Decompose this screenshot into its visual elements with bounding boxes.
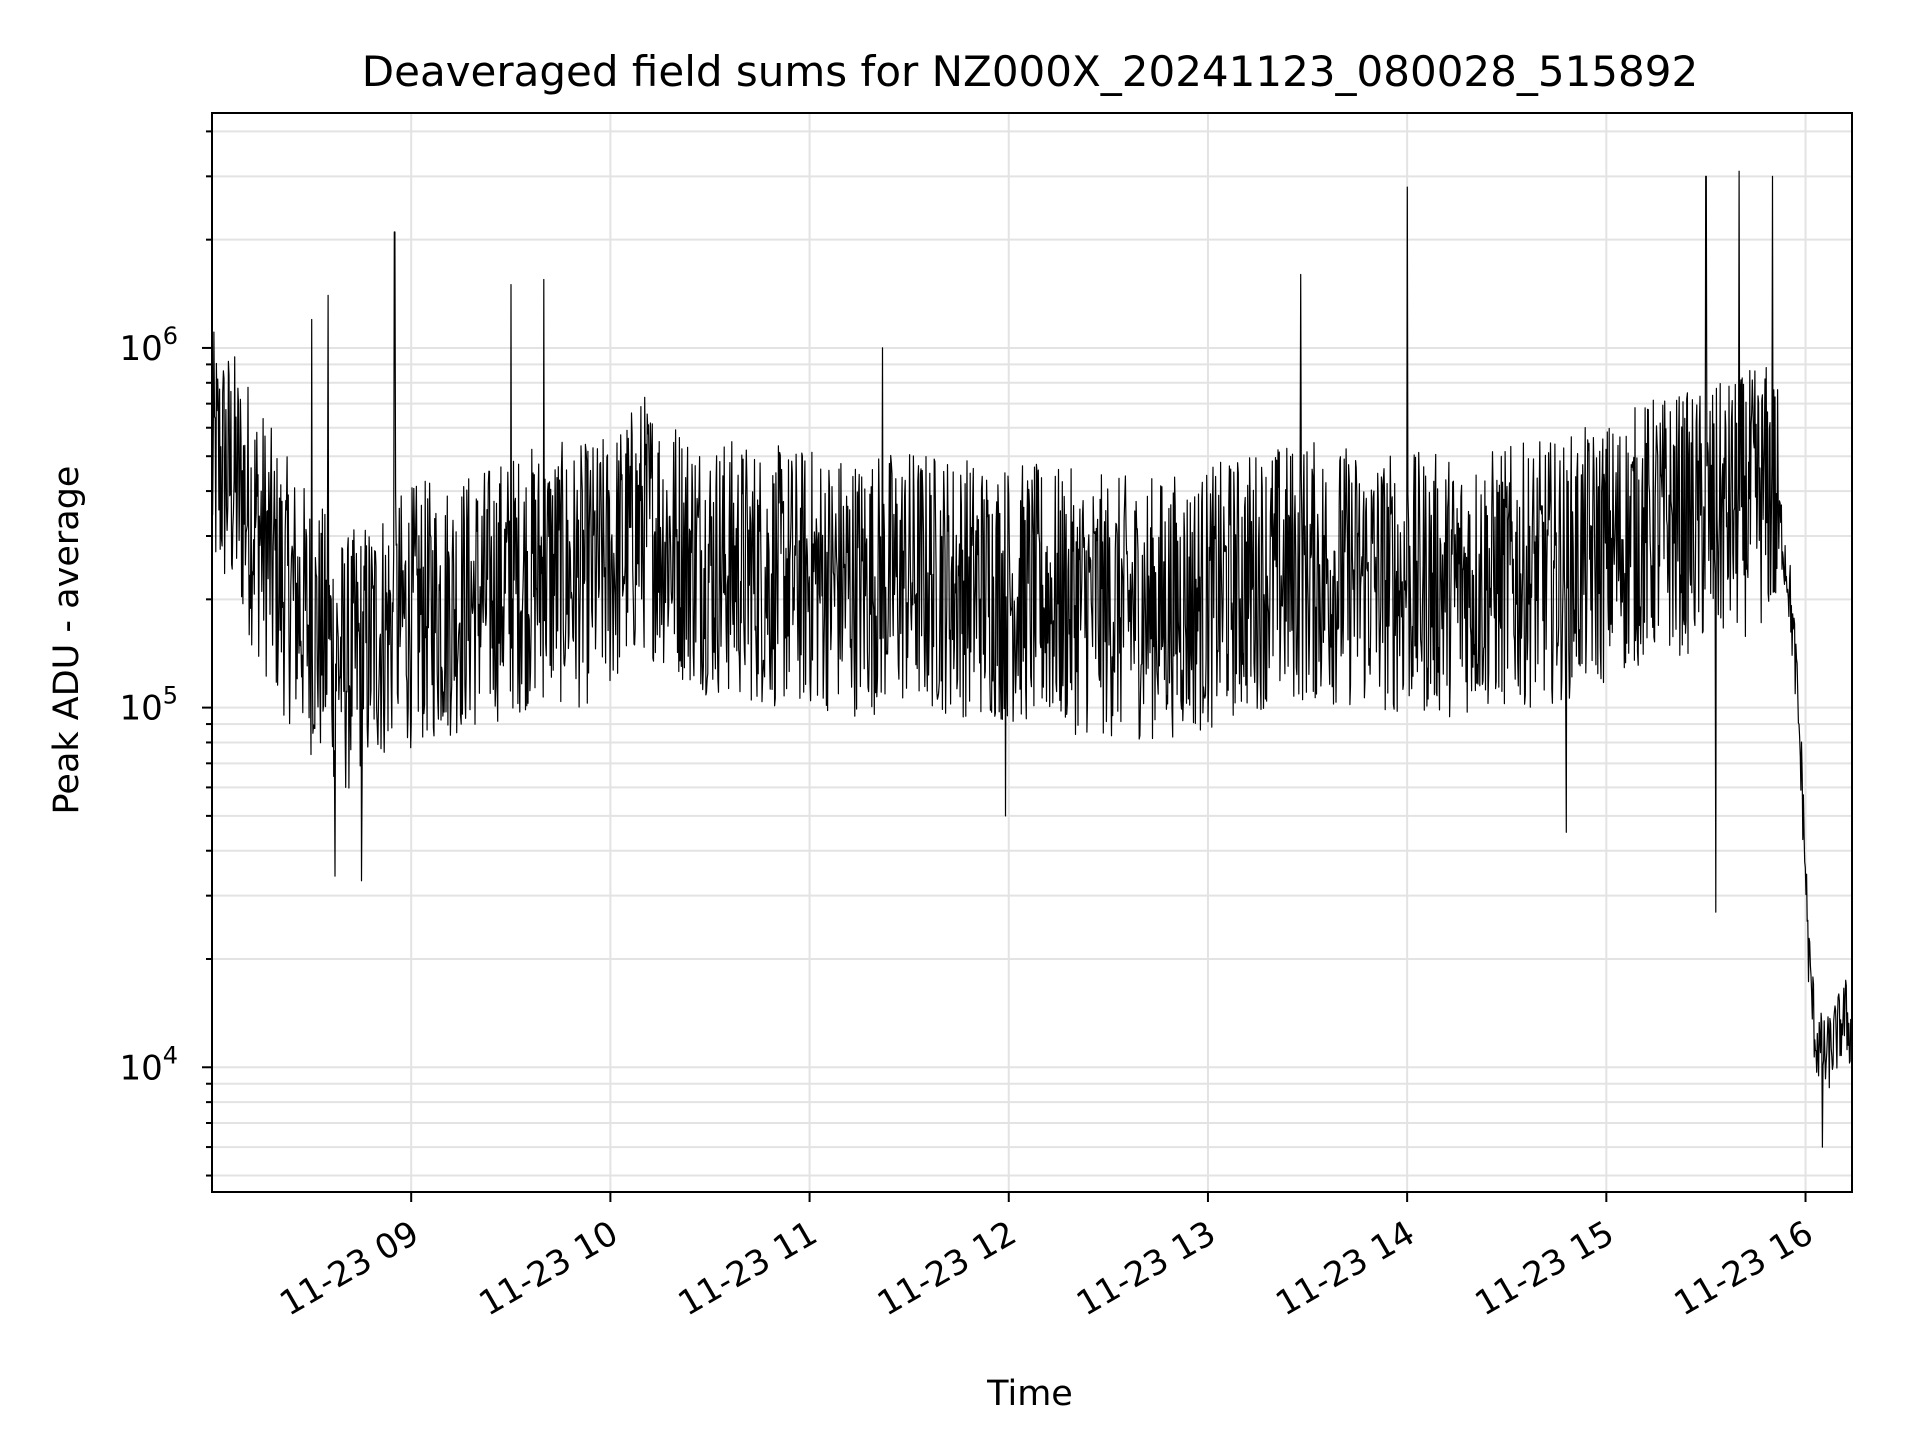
- plot-frame: [211, 112, 1853, 1193]
- data-layer: [211, 170, 1853, 1148]
- y-tick-label: 106: [119, 322, 178, 369]
- y-axis-label: Peak ADU - average: [47, 466, 87, 815]
- y-tick-label: 104: [119, 1041, 178, 1088]
- chart-title: Deaveraged field sums for NZ000X_2024112…: [362, 47, 1698, 96]
- series-line: [211, 170, 1853, 1148]
- y-tick-label: 105: [119, 682, 178, 729]
- x-axis-label: Time: [986, 1374, 1073, 1414]
- y-axis-ticks: 104 105 106: [119, 130, 212, 1177]
